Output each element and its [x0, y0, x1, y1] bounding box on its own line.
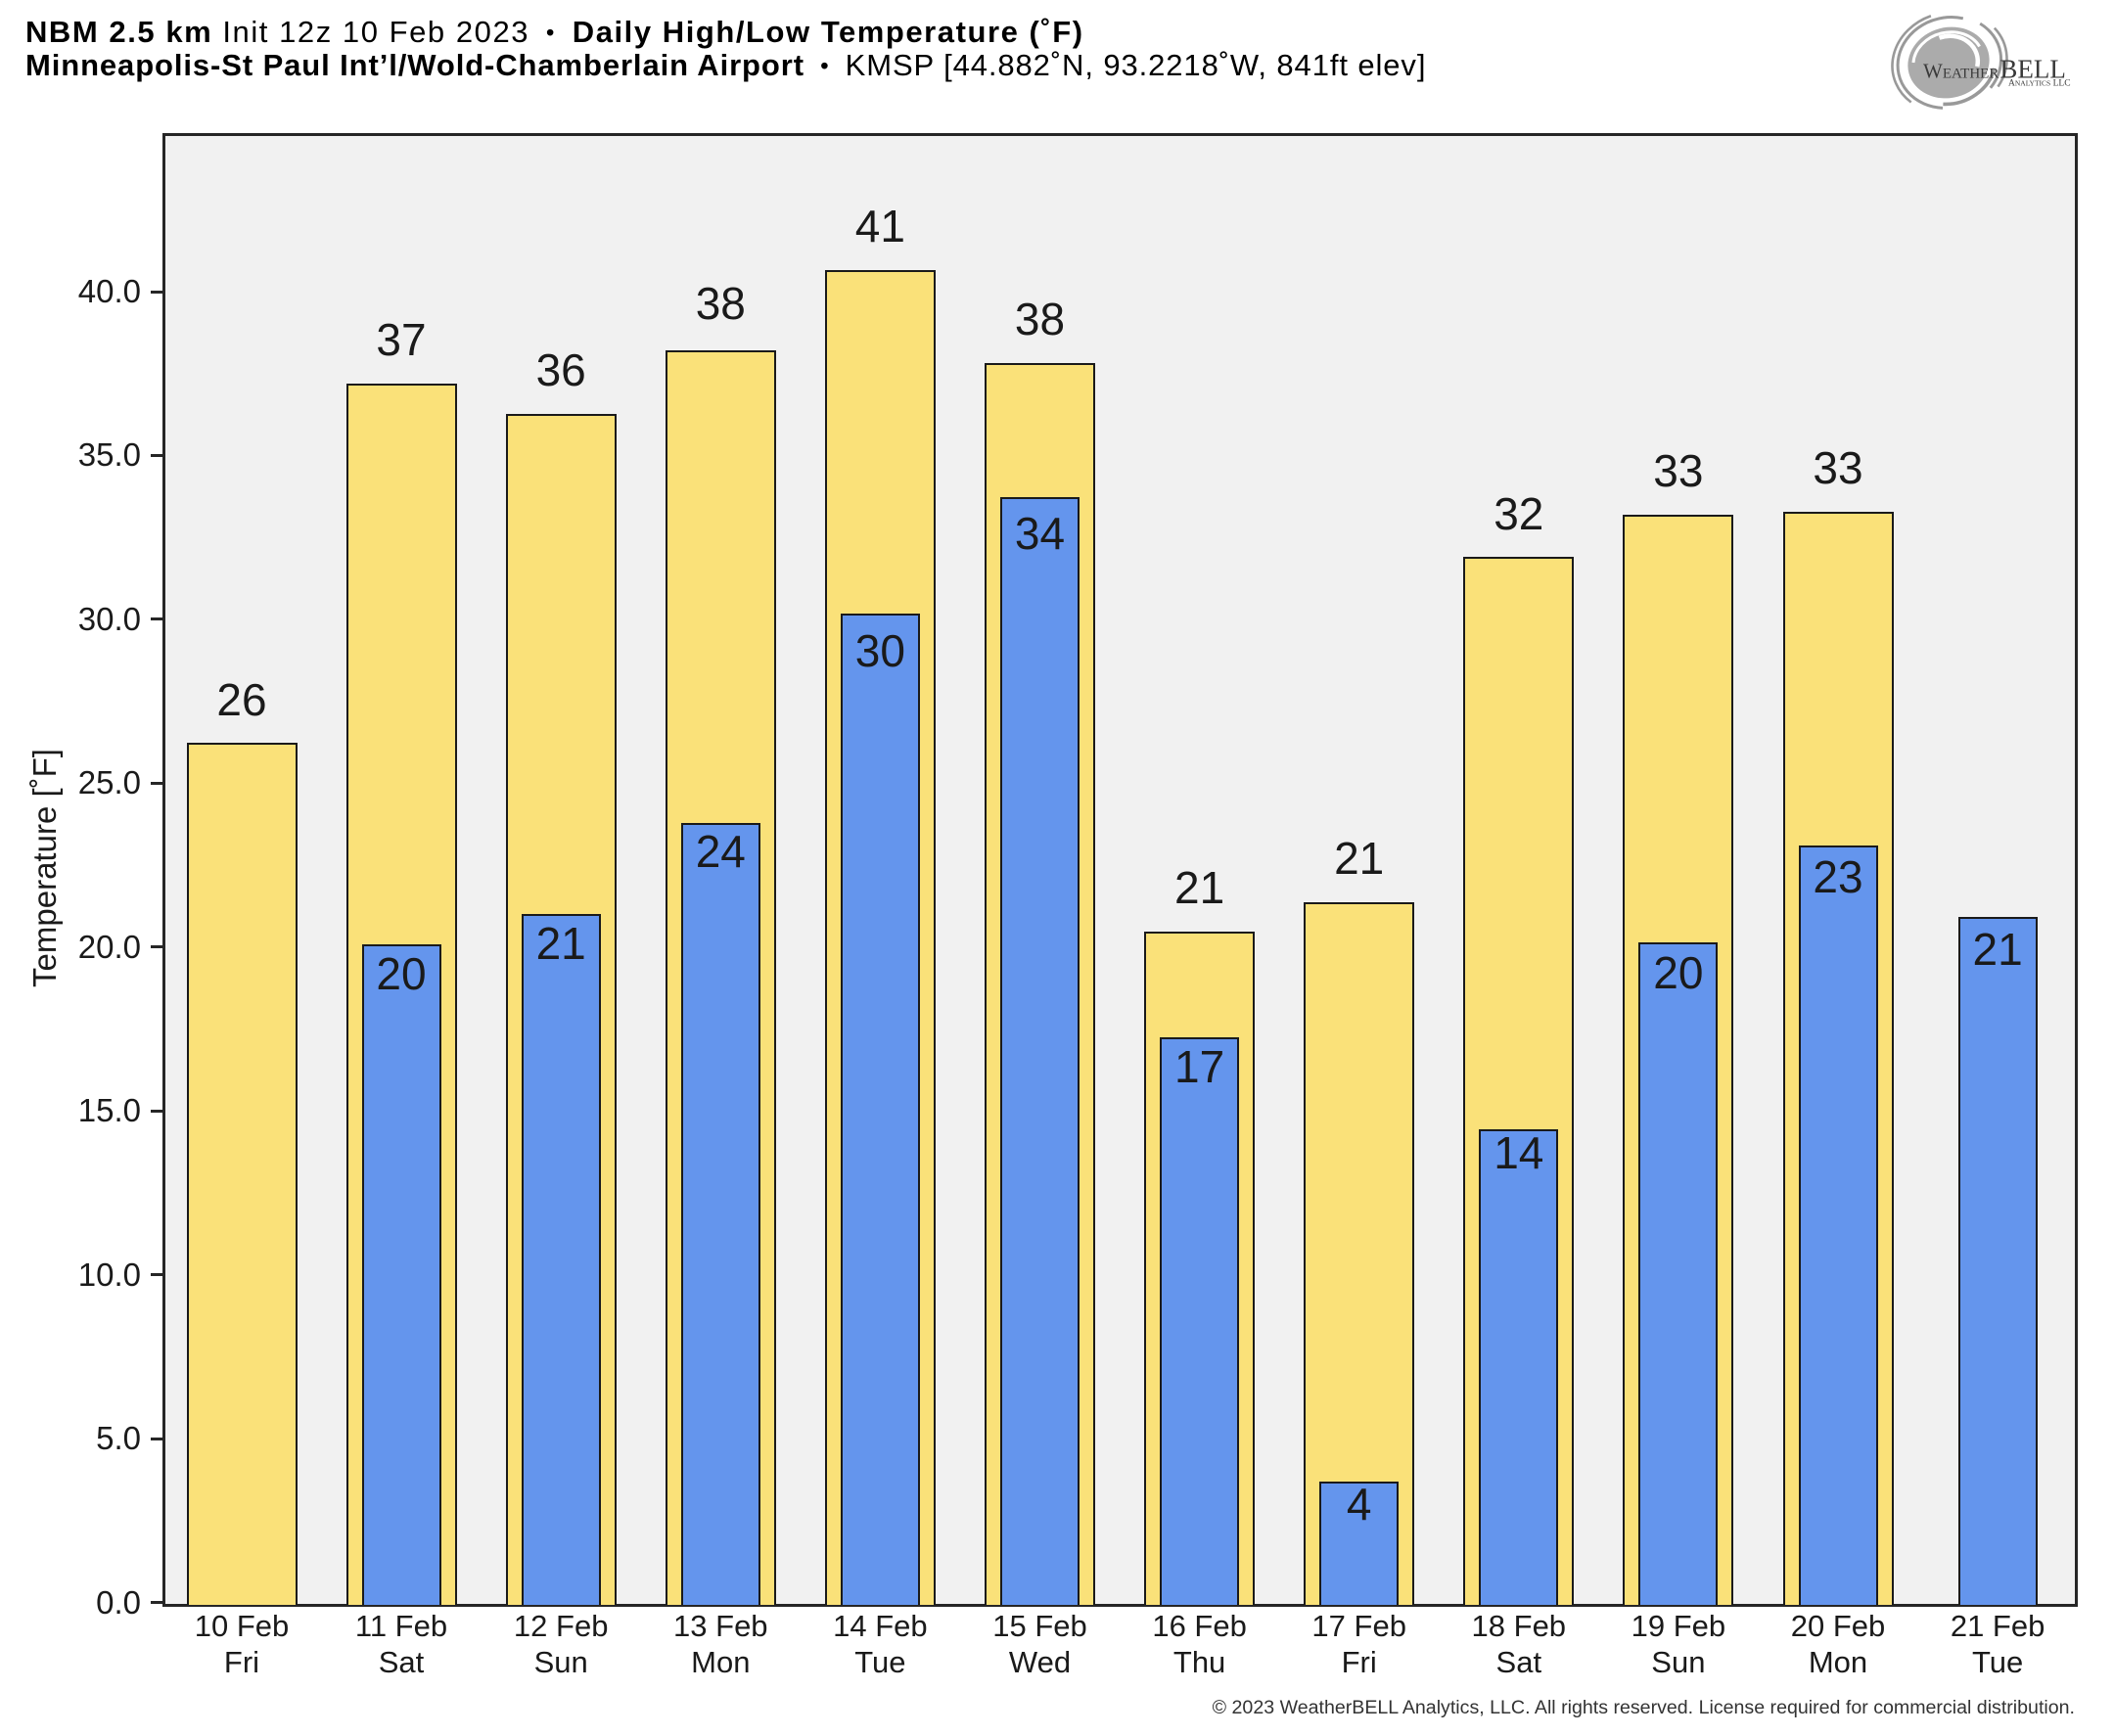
svg-text:ANALYTICS LLC: ANALYTICS LLC — [2008, 79, 2071, 89]
svg-text:WEATHERBELL: WEATHERBELL — [1923, 55, 2066, 84]
